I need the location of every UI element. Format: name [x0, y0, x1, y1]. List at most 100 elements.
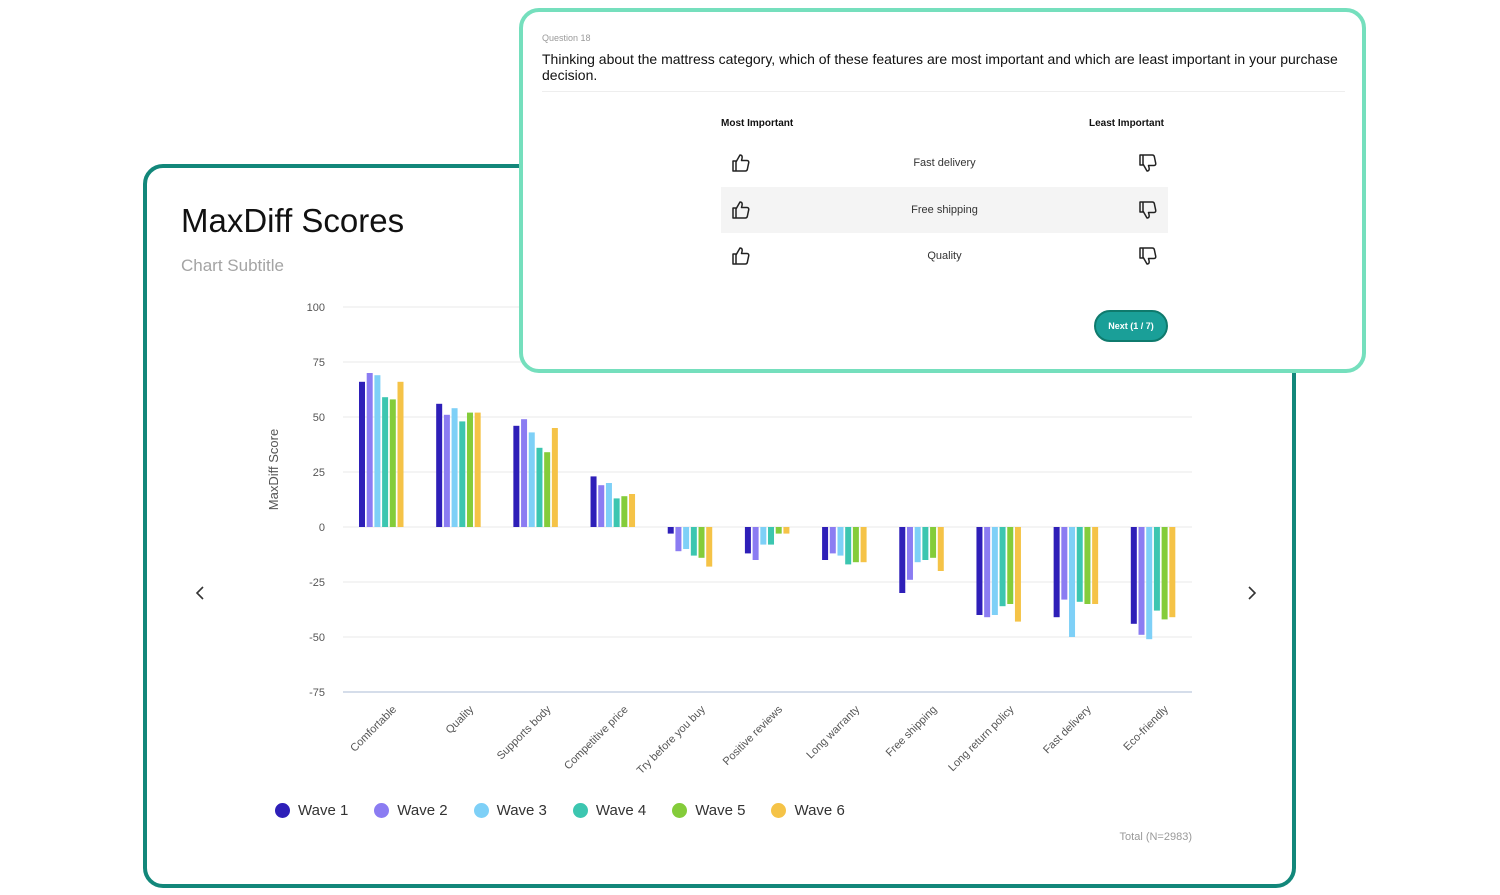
legend-item[interactable]: Wave 2 [374, 802, 448, 819]
y-tick-label: -50 [309, 632, 325, 644]
option-row-fast-delivery: Fast delivery [721, 140, 1168, 186]
bar [513, 425, 520, 527]
question-number: Question 18 [542, 33, 591, 43]
bar [459, 421, 466, 527]
bar [852, 527, 859, 563]
x-tick-label: Try before you buy [635, 703, 708, 776]
bar [1169, 527, 1176, 618]
y-tick-label: -25 [309, 577, 325, 589]
bar [521, 419, 528, 527]
x-tick-label: Eco-friendly [1121, 703, 1171, 753]
bar [1153, 527, 1160, 611]
chart-legend: Wave 1 Wave 2 Wave 3 Wave 4 Wave 5 Wave 6 [275, 802, 845, 819]
bar [1084, 527, 1091, 604]
thumbs-up-icon[interactable] [721, 200, 761, 220]
x-tick-label: Positive reviews [721, 703, 786, 768]
bar [397, 381, 404, 527]
bar [551, 428, 558, 527]
bar [1014, 527, 1021, 622]
legend-label: Wave 1 [298, 802, 349, 819]
legend-item[interactable]: Wave 5 [672, 802, 745, 819]
x-tick-label: Long warranty [804, 703, 862, 761]
bar [706, 527, 713, 567]
bar [629, 494, 636, 527]
most-important-header: Most Important [721, 118, 794, 129]
bar [1053, 527, 1060, 618]
legend-swatch [672, 803, 688, 818]
bar [906, 527, 913, 580]
x-tick-label: Long return policy [946, 703, 1017, 774]
bar [930, 527, 937, 558]
legend-item[interactable]: Wave 4 [572, 802, 646, 819]
legend-label: Wave 6 [794, 802, 845, 819]
bar [914, 527, 921, 563]
bar [528, 432, 535, 527]
survey-question-card: Question 18 Thinking about the mattress … [519, 8, 1366, 373]
bar [667, 527, 674, 534]
legend-swatch [572, 803, 588, 818]
bar [466, 412, 473, 527]
bar [822, 527, 829, 560]
bar [436, 403, 443, 527]
legend-swatch [275, 803, 290, 818]
bar [1146, 527, 1153, 640]
x-tick-label: Fast delivery [1041, 703, 1094, 756]
bar [1069, 527, 1076, 637]
bar [845, 527, 852, 565]
bar [1138, 527, 1145, 635]
x-tick-label: Comfortable [348, 704, 399, 755]
bar [937, 527, 944, 571]
chevron-right-icon[interactable] [1240, 583, 1264, 607]
thumbs-down-icon[interactable] [1128, 246, 1168, 266]
y-tick-label: 50 [313, 412, 325, 424]
bar [389, 399, 396, 527]
bar [999, 527, 1006, 607]
bar [451, 408, 458, 527]
bar [976, 527, 983, 615]
x-tick-label: Supports body [495, 703, 554, 762]
x-tick-label: Free shipping [884, 704, 940, 760]
y-tick-label: 75 [313, 357, 325, 369]
bar [752, 527, 759, 560]
bar [783, 527, 790, 534]
bar [359, 381, 365, 527]
thumbs-down-icon[interactable] [1128, 200, 1168, 220]
option-row-free-shipping: Free shipping [721, 187, 1168, 233]
legend-label: Wave 2 [397, 802, 448, 819]
bar [899, 527, 906, 593]
bar [605, 483, 612, 527]
bar [860, 527, 867, 563]
option-label: Free shipping [911, 204, 978, 216]
legend-item[interactable]: Wave 3 [473, 802, 547, 819]
chart-title: MaxDiff Scores [181, 202, 405, 239]
sample-size-note: Total (N=2983) [1119, 831, 1192, 843]
bar [690, 527, 697, 556]
legend-swatch [473, 803, 489, 818]
thumbs-up-icon[interactable] [721, 246, 761, 266]
bar [382, 397, 389, 527]
bar [984, 527, 991, 618]
chevron-left-icon[interactable] [188, 583, 212, 607]
y-tick-label: 100 [307, 302, 325, 314]
bar [374, 375, 381, 527]
bar [837, 527, 844, 556]
x-tick-label: Quality [444, 703, 477, 736]
thumbs-up-icon[interactable] [721, 153, 761, 173]
y-tick-label: -75 [309, 687, 325, 699]
least-important-header: Least Important [1089, 118, 1165, 129]
bar [683, 527, 690, 549]
y-tick-label: 0 [319, 522, 325, 534]
thumbs-down-icon[interactable] [1128, 153, 1168, 173]
legend-item[interactable]: Wave 6 [771, 802, 845, 819]
bar [544, 452, 551, 527]
legend-item[interactable]: Wave 1 [275, 802, 348, 819]
bar [621, 496, 628, 527]
legend-label: Wave 5 [695, 802, 746, 819]
next-button[interactable]: Next (1 / 7) [1094, 310, 1168, 342]
x-tick-label: Competitive price [562, 704, 631, 773]
option-label: Fast delivery [913, 157, 976, 169]
bar [675, 527, 682, 552]
bar [775, 527, 782, 534]
legend-swatch [374, 803, 390, 818]
